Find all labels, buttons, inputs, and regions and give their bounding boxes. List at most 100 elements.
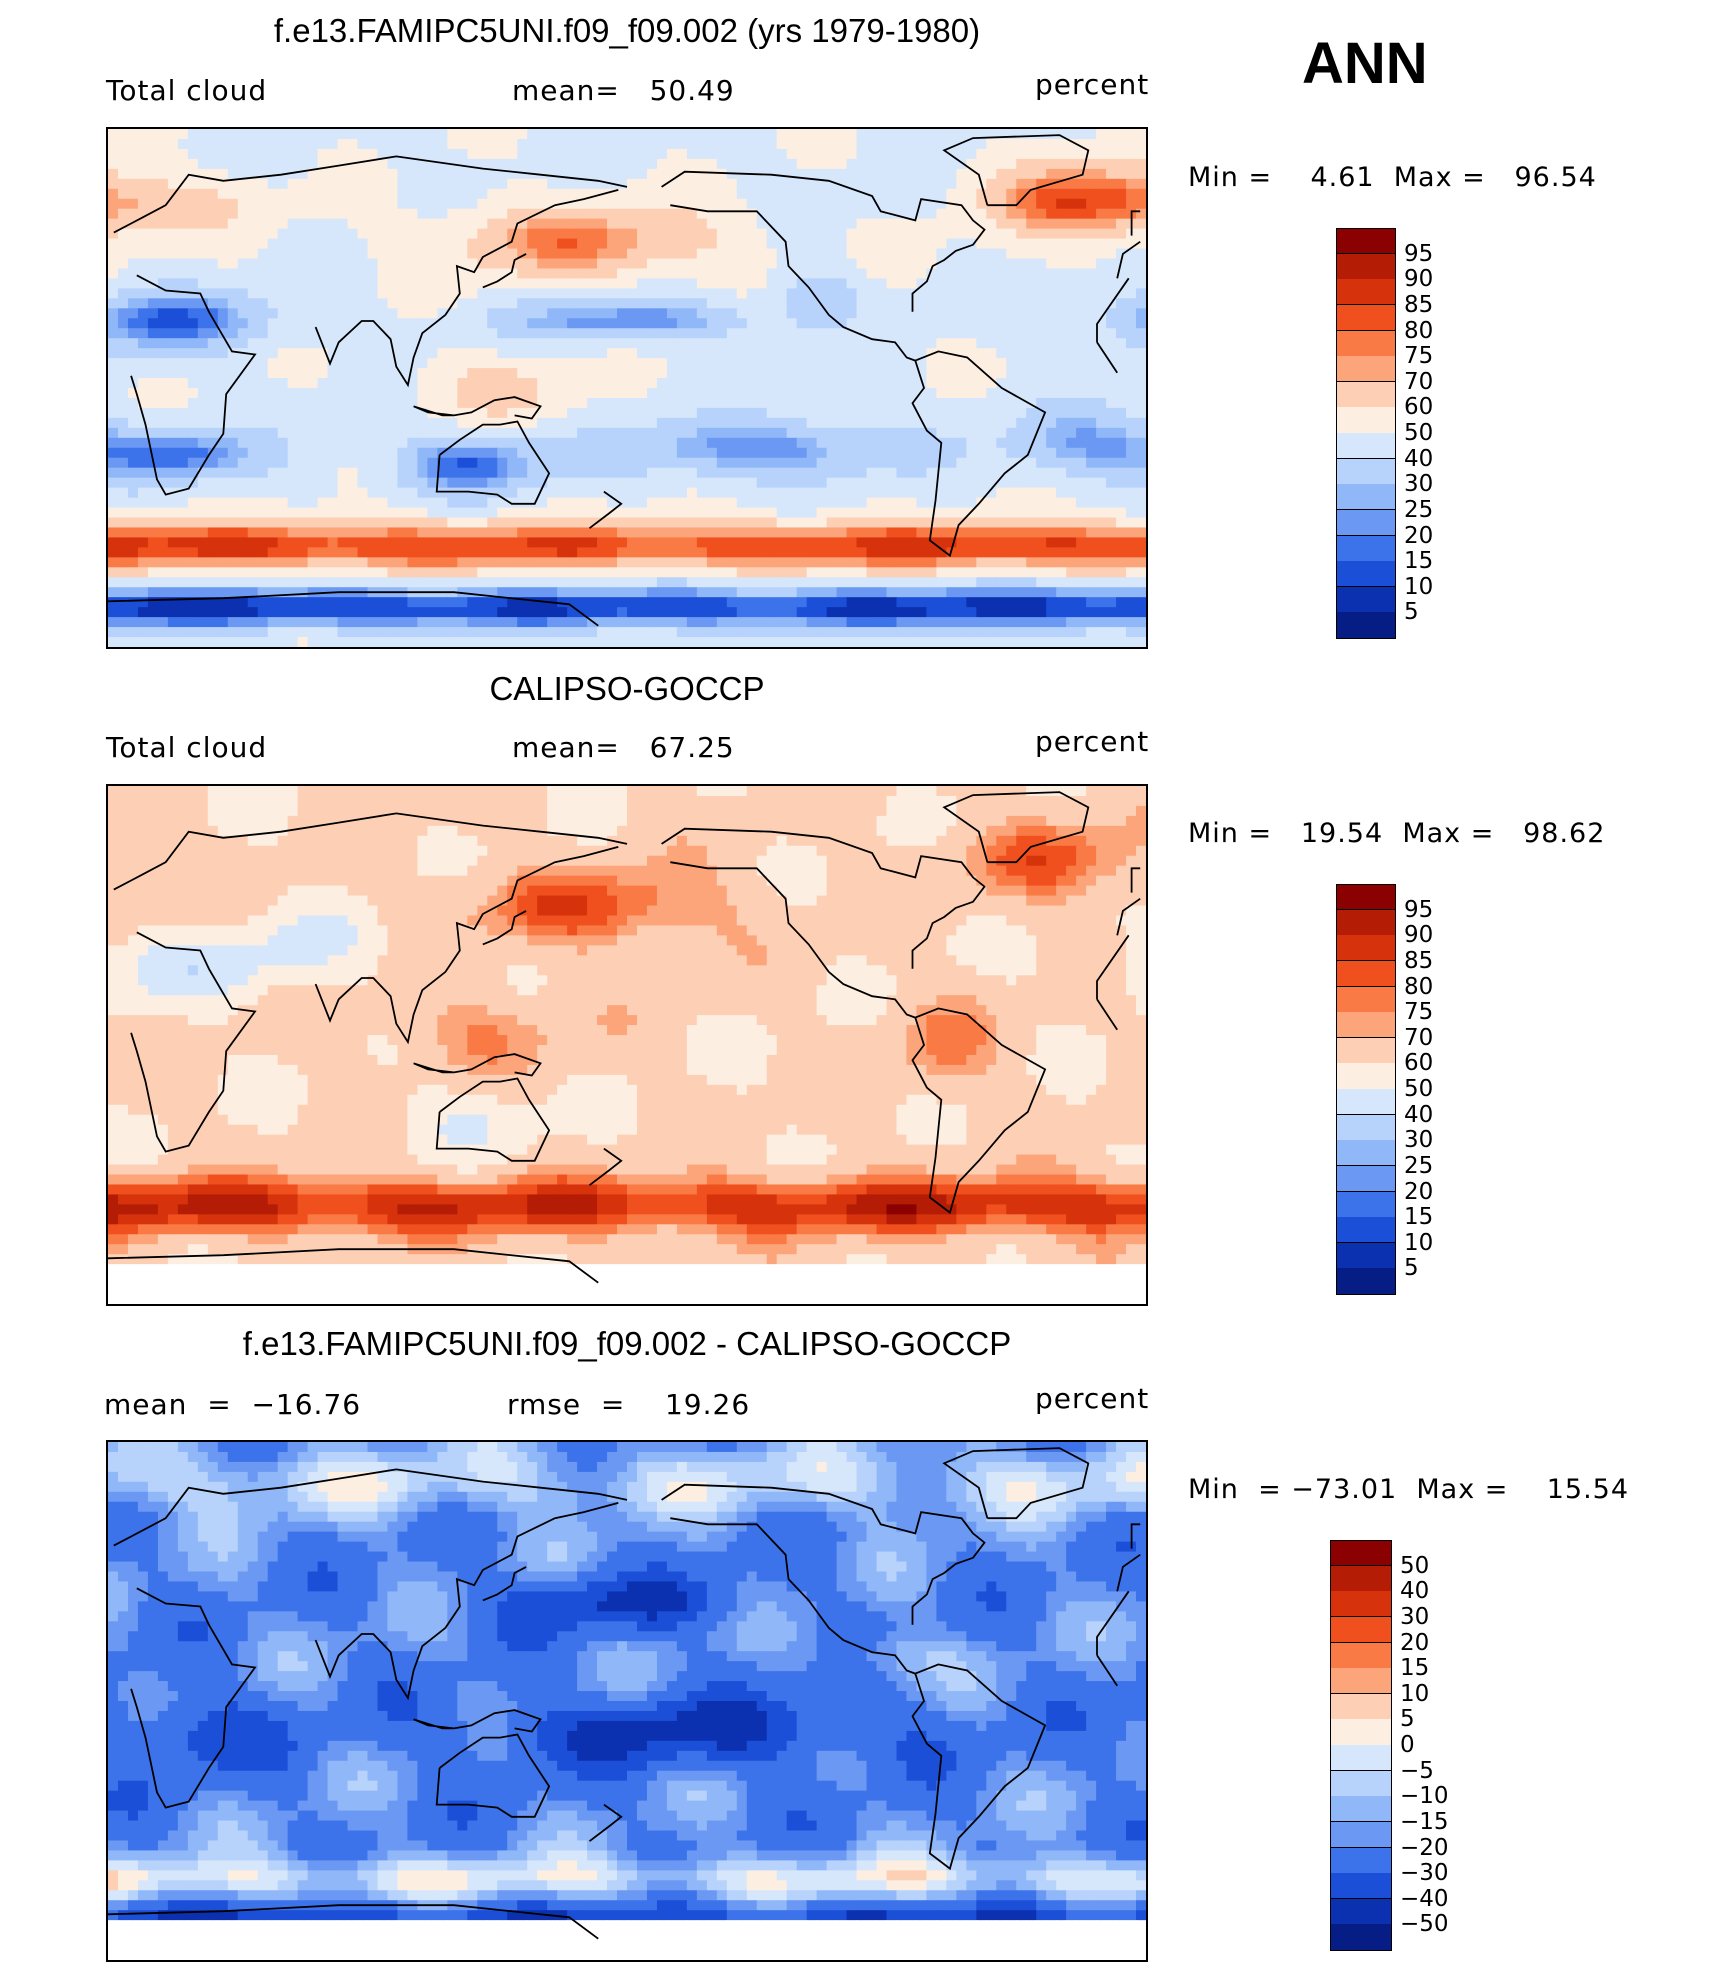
map-cell: [267, 547, 279, 558]
map-cell: [1006, 547, 1017, 558]
map-cell: [397, 308, 409, 319]
map-cell: [487, 507, 498, 519]
map-cell: [108, 427, 119, 439]
map-cell: [1116, 328, 1127, 339]
map-cell: [636, 447, 648, 459]
map-cell: [636, 597, 648, 608]
map-cell: [187, 557, 199, 568]
map-cell: [487, 168, 498, 180]
map-cell: [467, 417, 478, 429]
map-cell: [297, 507, 309, 519]
map-cell: [267, 497, 279, 509]
map-cell: [108, 288, 119, 299]
map-cell: [996, 168, 1007, 180]
map-cell: [547, 268, 558, 280]
map-cell: [636, 497, 648, 509]
map-cell: [1016, 228, 1027, 240]
map-cell: [1116, 218, 1127, 230]
map-cell: [337, 507, 349, 519]
map-cell: [547, 298, 558, 309]
map-cell: [716, 457, 728, 469]
map-cell: [537, 467, 548, 479]
map-cell: [547, 278, 558, 289]
map-cell: [577, 138, 588, 150]
map-cell: [1016, 348, 1027, 359]
map-cell: [846, 517, 858, 529]
map-cell: [137, 407, 149, 419]
map-cell: [277, 198, 289, 210]
map-cell: [367, 148, 379, 160]
map-cell: [716, 427, 728, 439]
map-cell: [886, 238, 898, 250]
map-cell: [1086, 268, 1097, 280]
map-cell: [497, 397, 508, 409]
map-cell: [1036, 298, 1047, 309]
map-cell: [846, 547, 858, 558]
map-cell: [607, 507, 618, 519]
map-cell: [696, 597, 708, 608]
map-cell: [627, 138, 638, 150]
map-cell: [227, 358, 239, 369]
map-cell: [457, 597, 468, 608]
map-cell: [836, 517, 848, 529]
map-cell: [926, 497, 937, 509]
map-cell: [597, 358, 608, 369]
map-cell: [108, 248, 119, 260]
map-cell: [1046, 248, 1057, 260]
map-cell: [447, 487, 458, 499]
map-cell: [387, 368, 399, 379]
map-cell: [467, 368, 478, 379]
map-cell: [467, 577, 478, 588]
map-cell: [1076, 178, 1087, 190]
map-cell: [916, 497, 928, 509]
map-cell: [577, 527, 588, 539]
map-cell: [866, 268, 878, 280]
map-cell: [746, 437, 758, 449]
map-cell: [307, 198, 319, 210]
map-cell: [477, 158, 488, 170]
map-cell: [477, 368, 488, 379]
map-cell: [876, 557, 888, 568]
map-cell: [627, 487, 638, 499]
map-cell: [257, 447, 269, 459]
map-cell: [337, 577, 349, 588]
map-cell: [307, 497, 319, 509]
map-cell: [766, 467, 778, 479]
map-cell: [517, 368, 528, 379]
map-cell: [646, 577, 658, 588]
map-cell: [716, 328, 728, 339]
map-cell: [696, 198, 708, 210]
map-cell: [1066, 587, 1077, 598]
map-cell: [1126, 497, 1137, 509]
map-cell: [916, 477, 928, 489]
map-cell: [926, 547, 937, 558]
map-cell: [587, 278, 598, 289]
map-cell: [357, 148, 369, 160]
map-cell: [557, 547, 568, 558]
map-cell: [996, 258, 1007, 270]
map-cell: [557, 268, 568, 280]
map-cell: [1116, 378, 1127, 389]
map-cell: [137, 567, 149, 578]
map-cell: [1066, 218, 1077, 230]
map-cell: [826, 447, 838, 459]
map-cell: [277, 447, 289, 459]
map-cell: [1096, 397, 1107, 409]
map-cell: [227, 208, 239, 220]
map-cell: [307, 129, 319, 140]
map-cell: [337, 378, 349, 389]
map-cell: [617, 597, 628, 608]
map-cell: [517, 597, 528, 608]
map-cell: [537, 138, 548, 150]
map-cell: [976, 557, 987, 568]
map-cell: [577, 397, 588, 409]
map-cell: [646, 537, 658, 548]
map-cell: [417, 378, 428, 389]
map-cell: [527, 557, 538, 568]
map-cell: [277, 338, 289, 349]
map-cell: [996, 228, 1007, 240]
map-cell: [866, 567, 878, 578]
map-cell: [347, 208, 359, 220]
map-cell: [467, 338, 478, 349]
map-cell: [886, 457, 898, 469]
